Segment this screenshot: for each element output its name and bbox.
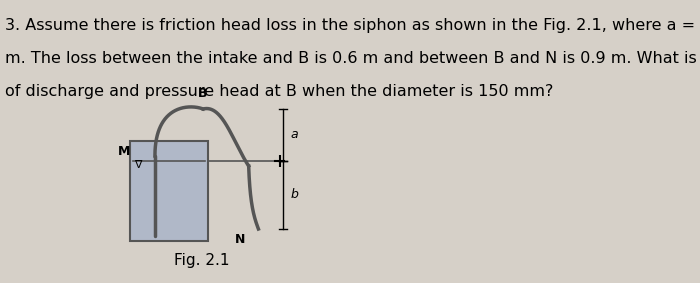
Text: Fig. 2.1: Fig. 2.1 [174, 254, 230, 269]
Text: 3. Assume there is friction head loss in the siphon as shown in the Fig. 2.1, wh: 3. Assume there is friction head loss in… [5, 18, 700, 33]
Bar [130, 141, 209, 241]
Text: m. The loss between the intake and B is 0.6 m and between B and N is 0.9 m. What: m. The loss between the intake and B is … [5, 51, 700, 66]
Text: b: b [291, 188, 299, 201]
Text: ∇: ∇ [134, 160, 142, 170]
Text: M: M [118, 145, 130, 158]
Text: of discharge and pressure head at B when the diameter is 150 mm?: of discharge and pressure head at B when… [5, 84, 554, 99]
Text: a: a [291, 128, 299, 142]
Text: B: B [198, 87, 208, 100]
Text: N: N [235, 233, 246, 246]
